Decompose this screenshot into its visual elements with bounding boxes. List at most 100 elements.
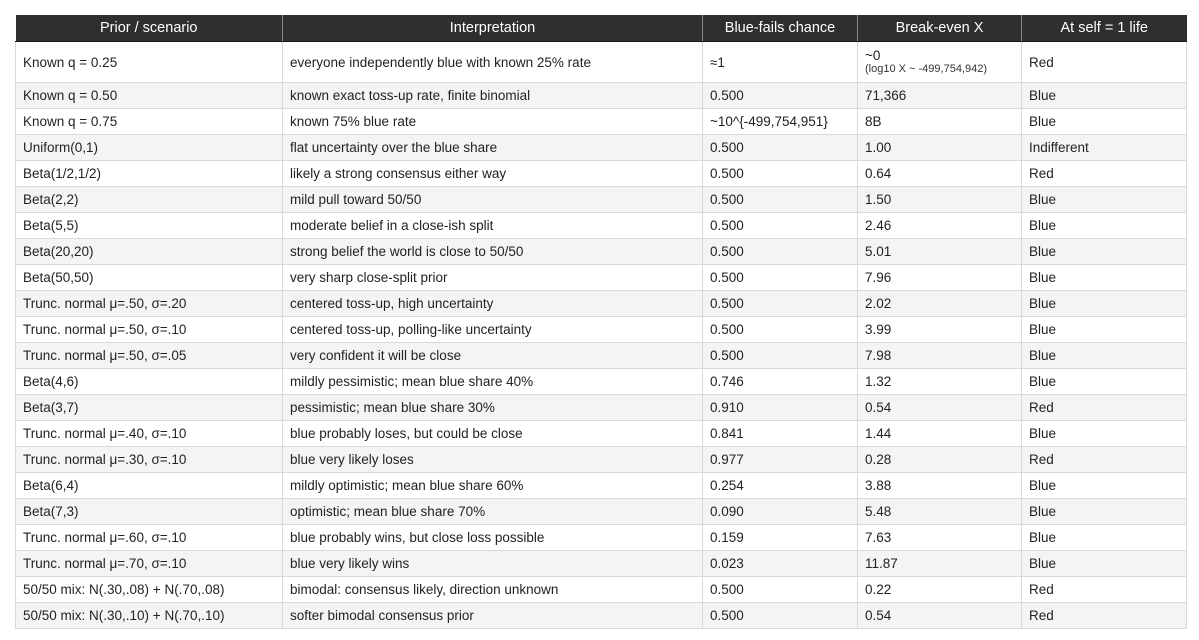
cell-prior: Known q = 0.50	[15, 82, 283, 109]
cell-at-self: Red	[1021, 160, 1187, 187]
cell-interpretation: likely a strong consensus either way	[282, 160, 703, 187]
cell-break-even: ~0 (log10 X ~ -499,754,942)	[857, 41, 1022, 83]
cell-break-even: 71,366	[857, 82, 1022, 109]
table-row: Beta(4,6) mildly pessimistic; mean blue s…	[15, 368, 1187, 395]
cell-blue-fails: 0.977	[702, 446, 858, 473]
table-row: Beta(1/2,1/2) likely a strong consensus e…	[15, 160, 1187, 187]
table-row: Beta(5,5) moderate belief in a close-ish …	[15, 212, 1187, 239]
cell-at-self: Blue	[1021, 108, 1187, 135]
cell-prior: Beta(50,50)	[15, 264, 283, 291]
cell-blue-fails: 0.500	[702, 212, 858, 239]
cell-prior: Beta(2,2)	[15, 186, 283, 213]
cell-interpretation: flat uncertainty over the blue share	[282, 134, 703, 161]
cell-break-even: 1.50	[857, 186, 1022, 213]
header-interpretation: Interpretation	[282, 15, 703, 42]
cell-break-even: 2.46	[857, 212, 1022, 239]
cell-interpretation: strong belief the world is close to 50/5…	[282, 238, 703, 265]
cell-interpretation: bimodal: consensus likely, direction unk…	[282, 576, 703, 603]
cell-break-even: 1.44	[857, 420, 1022, 447]
cell-break-even: 0.54	[857, 394, 1022, 421]
cell-interpretation: blue probably loses, but could be close	[282, 420, 703, 447]
cell-blue-fails: 0.500	[702, 316, 858, 343]
cell-at-self: Blue	[1021, 342, 1187, 369]
cell-at-self: Red	[1021, 394, 1187, 421]
cell-blue-fails: 0.500	[702, 134, 858, 161]
cell-at-self: Blue	[1021, 316, 1187, 343]
table-row: Known q = 0.50 known exact toss-up rate, …	[15, 82, 1187, 109]
cell-blue-fails: 0.500	[702, 602, 858, 629]
cell-blue-fails: 0.500	[702, 186, 858, 213]
table-row: Beta(7,3) optimistic; mean blue share 70%…	[15, 498, 1187, 525]
cell-interpretation: optimistic; mean blue share 70%	[282, 498, 703, 525]
cell-break-even: 5.48	[857, 498, 1022, 525]
cell-prior: 50/50 mix: N(.30,.08) + N(.70,.08)	[15, 576, 283, 603]
cell-interpretation: very confident it will be close	[282, 342, 703, 369]
break-even-note: (log10 X ~ -499,754,942)	[865, 63, 988, 75]
cell-blue-fails: ~10^{-499,754,951}	[702, 108, 858, 135]
cell-blue-fails: 0.254	[702, 472, 858, 499]
cell-at-self: Blue	[1021, 264, 1187, 291]
cell-blue-fails: 0.500	[702, 160, 858, 187]
cell-prior: Trunc. normal μ=.60, σ=.10	[15, 524, 283, 551]
table-row: 50/50 mix: N(.30,.10) + N(.70,.10) softer…	[15, 602, 1187, 629]
cell-prior: Trunc. normal μ=.50, σ=.10	[15, 316, 283, 343]
scenario-table-container: Prior / scenario Interpretation Blue-fai…	[15, 15, 1187, 629]
cell-at-self: Blue	[1021, 524, 1187, 551]
cell-break-even: 0.54	[857, 602, 1022, 629]
cell-prior: 50/50 mix: N(.30,.10) + N(.70,.10)	[15, 602, 283, 629]
cell-break-even: 0.22	[857, 576, 1022, 603]
cell-interpretation: pessimistic; mean blue share 30%	[282, 394, 703, 421]
cell-interpretation: mildly pessimistic; mean blue share 40%	[282, 368, 703, 395]
table-row: 50/50 mix: N(.30,.08) + N(.70,.08) bimoda…	[15, 576, 1187, 603]
cell-at-self: Blue	[1021, 82, 1187, 109]
cell-at-self: Red	[1021, 446, 1187, 473]
table-row: Beta(3,7) pessimistic; mean blue share 30…	[15, 394, 1187, 421]
cell-blue-fails: 0.500	[702, 264, 858, 291]
header-prior: Prior / scenario	[15, 15, 283, 42]
cell-prior: Uniform(0,1)	[15, 134, 283, 161]
cell-blue-fails: 0.090	[702, 498, 858, 525]
cell-break-even: 3.88	[857, 472, 1022, 499]
header-blue-fails: Blue-fails chance	[702, 15, 858, 42]
cell-blue-fails: 0.159	[702, 524, 858, 551]
cell-blue-fails: 0.500	[702, 576, 858, 603]
cell-at-self: Blue	[1021, 420, 1187, 447]
table-row: Trunc. normal μ=.50, σ=.10 centered toss-…	[15, 316, 1187, 343]
cell-at-self: Indifferent	[1021, 134, 1187, 161]
cell-blue-fails: 0.500	[702, 290, 858, 317]
table-row: Trunc. normal μ=.40, σ=.10 blue probably …	[15, 420, 1187, 447]
cell-blue-fails: 0.910	[702, 394, 858, 421]
table-row: Beta(20,20) strong belief the world is cl…	[15, 238, 1187, 265]
cell-blue-fails: 0.500	[702, 82, 858, 109]
cell-break-even: 11.87	[857, 550, 1022, 577]
cell-interpretation: blue very likely loses	[282, 446, 703, 473]
cell-prior: Trunc. normal μ=.70, σ=.10	[15, 550, 283, 577]
table-row: Trunc. normal μ=.70, σ=.10 blue very like…	[15, 550, 1187, 577]
header-break-even: Break-even X	[857, 15, 1022, 42]
cell-prior: Beta(20,20)	[15, 238, 283, 265]
cell-interpretation: centered toss-up, polling-like uncertain…	[282, 316, 703, 343]
cell-break-even: 0.64	[857, 160, 1022, 187]
table-row: Known q = 0.75 known 75% blue rate ~10^{-4…	[15, 108, 1187, 135]
cell-break-even: 3.99	[857, 316, 1022, 343]
cell-interpretation: blue very likely wins	[282, 550, 703, 577]
cell-blue-fails: 0.023	[702, 550, 858, 577]
cell-at-self: Red	[1021, 602, 1187, 629]
table-header: Prior / scenario Interpretation Blue-fai…	[15, 15, 1187, 42]
cell-prior: Trunc. normal μ=.30, σ=.10	[15, 446, 283, 473]
table-row: Beta(50,50) very sharp close-split prior 0…	[15, 264, 1187, 291]
table-row: Trunc. normal μ=.30, σ=.10 blue very like…	[15, 446, 1187, 473]
cell-interpretation: everyone independently blue with known 2…	[282, 41, 703, 83]
cell-prior: Beta(5,5)	[15, 212, 283, 239]
cell-prior: Trunc. normal μ=.40, σ=.10	[15, 420, 283, 447]
cell-break-even: 7.98	[857, 342, 1022, 369]
cell-prior: Known q = 0.25	[15, 41, 283, 83]
cell-at-self: Blue	[1021, 550, 1187, 577]
cell-break-even: 8B	[857, 108, 1022, 135]
table-row: Trunc. normal μ=.60, σ=.10 blue probably …	[15, 524, 1187, 551]
cell-at-self: Blue	[1021, 498, 1187, 525]
cell-at-self: Blue	[1021, 212, 1187, 239]
cell-prior: Trunc. normal μ=.50, σ=.05	[15, 342, 283, 369]
cell-blue-fails: ≈1	[702, 41, 858, 83]
cell-interpretation: moderate belief in a close-ish split	[282, 212, 703, 239]
